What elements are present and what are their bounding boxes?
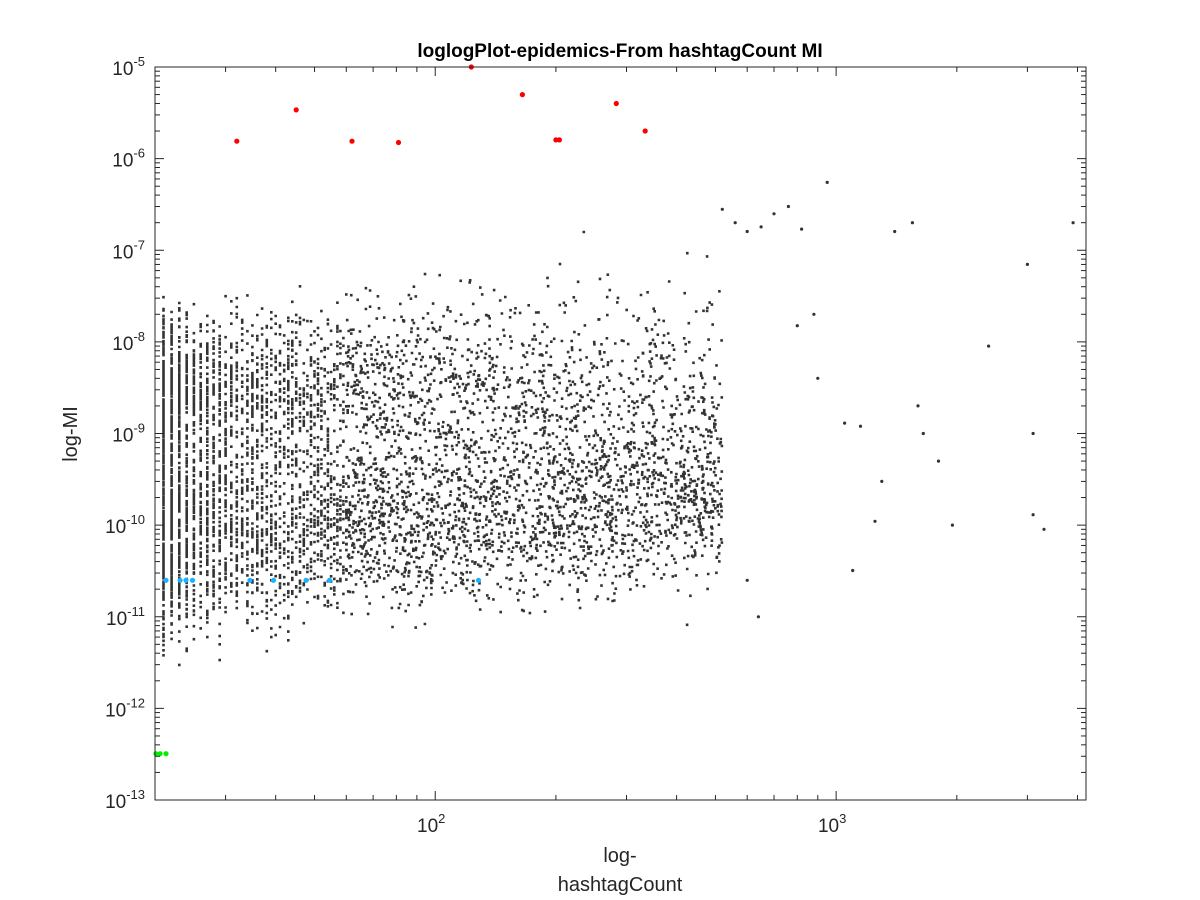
points-layer bbox=[153, 64, 1075, 757]
data-point-background_sparse bbox=[1031, 513, 1035, 517]
data-point-background_sparse bbox=[916, 404, 920, 408]
y-tick-label: 10-5 bbox=[112, 54, 145, 80]
data-point-high bbox=[556, 137, 563, 143]
data-point-background_sparse bbox=[759, 225, 763, 229]
data-point-low bbox=[163, 751, 169, 757]
x-tick-label: 102 bbox=[417, 811, 445, 837]
data-point-background_sparse bbox=[1031, 431, 1035, 436]
data-point-background_sparse bbox=[843, 421, 847, 425]
data-point-background_sparse bbox=[812, 312, 816, 316]
x-axis-label-line-1: log- bbox=[603, 845, 636, 867]
data-point-background_sparse bbox=[745, 578, 749, 582]
data-point-background_sparse bbox=[825, 180, 829, 184]
y-tick-label: 10-8 bbox=[112, 329, 145, 355]
y-tick-label: 10-9 bbox=[112, 421, 145, 447]
data-point-high bbox=[519, 92, 526, 98]
data-point-background_sparse bbox=[1042, 527, 1046, 531]
data-point-mid bbox=[475, 577, 482, 583]
y-axis-label: log-MI bbox=[60, 406, 82, 462]
data-point-background_sparse bbox=[745, 229, 749, 234]
data-point-background_sparse bbox=[858, 424, 863, 428]
data-point-mid bbox=[177, 577, 183, 583]
data-point-background_sparse bbox=[910, 221, 915, 225]
data-point-background_sparse bbox=[880, 479, 884, 483]
plot-area-background bbox=[155, 67, 1086, 800]
data-point-background_sparse bbox=[733, 221, 737, 225]
chart-title: loglogPlot-epidemics-From hashtagCount M… bbox=[417, 41, 822, 62]
data-point-background_sparse bbox=[772, 212, 776, 216]
data-point-background_sparse bbox=[987, 344, 991, 348]
dense-points-layer bbox=[162, 230, 724, 667]
data-point-high bbox=[395, 139, 402, 146]
data-point-background_sparse bbox=[786, 204, 791, 209]
data-point-high bbox=[293, 107, 299, 113]
data-point-background_sparse bbox=[893, 229, 897, 234]
data-point-low bbox=[157, 751, 163, 757]
data-point-background_sparse bbox=[1071, 221, 1075, 225]
data-point-background_sparse bbox=[800, 227, 804, 231]
data-point-background_sparse bbox=[936, 459, 941, 463]
data-point-high bbox=[613, 100, 619, 107]
data-point-mid bbox=[270, 577, 277, 583]
data-point-mid bbox=[163, 577, 169, 583]
data-point-background_sparse bbox=[851, 568, 855, 573]
data-point-high bbox=[642, 128, 648, 134]
data-point-background_sparse bbox=[795, 324, 799, 328]
data-point-high bbox=[349, 138, 355, 144]
data-point-mid bbox=[303, 577, 309, 583]
y-tick-label: 10-10 bbox=[105, 512, 145, 538]
data-point-background_sparse bbox=[921, 431, 925, 436]
data-point-high bbox=[234, 138, 240, 144]
y-tick-label: 10-7 bbox=[112, 237, 145, 263]
data-point-mid bbox=[326, 577, 333, 583]
data-point-background_sparse bbox=[950, 523, 955, 527]
y-tick-label: 10-11 bbox=[106, 604, 145, 630]
data-point-background_sparse bbox=[873, 519, 877, 523]
ticks-layer: 10-13 10-12 10-11 10-10 10-9 10-8 10-7 10-6 10-5… bbox=[105, 54, 1086, 837]
data-point-mid bbox=[247, 577, 253, 583]
x-axis-label-line-2: hashtagCount bbox=[558, 874, 683, 896]
x-tick-label: 103 bbox=[818, 811, 846, 837]
y-tick-label: 10-13 bbox=[105, 787, 145, 813]
y-tick-label: 10-6 bbox=[112, 146, 145, 172]
data-point-background_sparse bbox=[1025, 262, 1029, 266]
data-point-background_sparse bbox=[816, 376, 820, 380]
data-point-mid bbox=[183, 577, 189, 583]
data-point-mid bbox=[189, 577, 196, 583]
dense-scatter-cloud bbox=[162, 230, 724, 667]
data-point-background_sparse bbox=[720, 207, 724, 211]
data-point-background_sparse bbox=[756, 615, 761, 619]
y-tick-label: 10-12 bbox=[105, 695, 145, 721]
